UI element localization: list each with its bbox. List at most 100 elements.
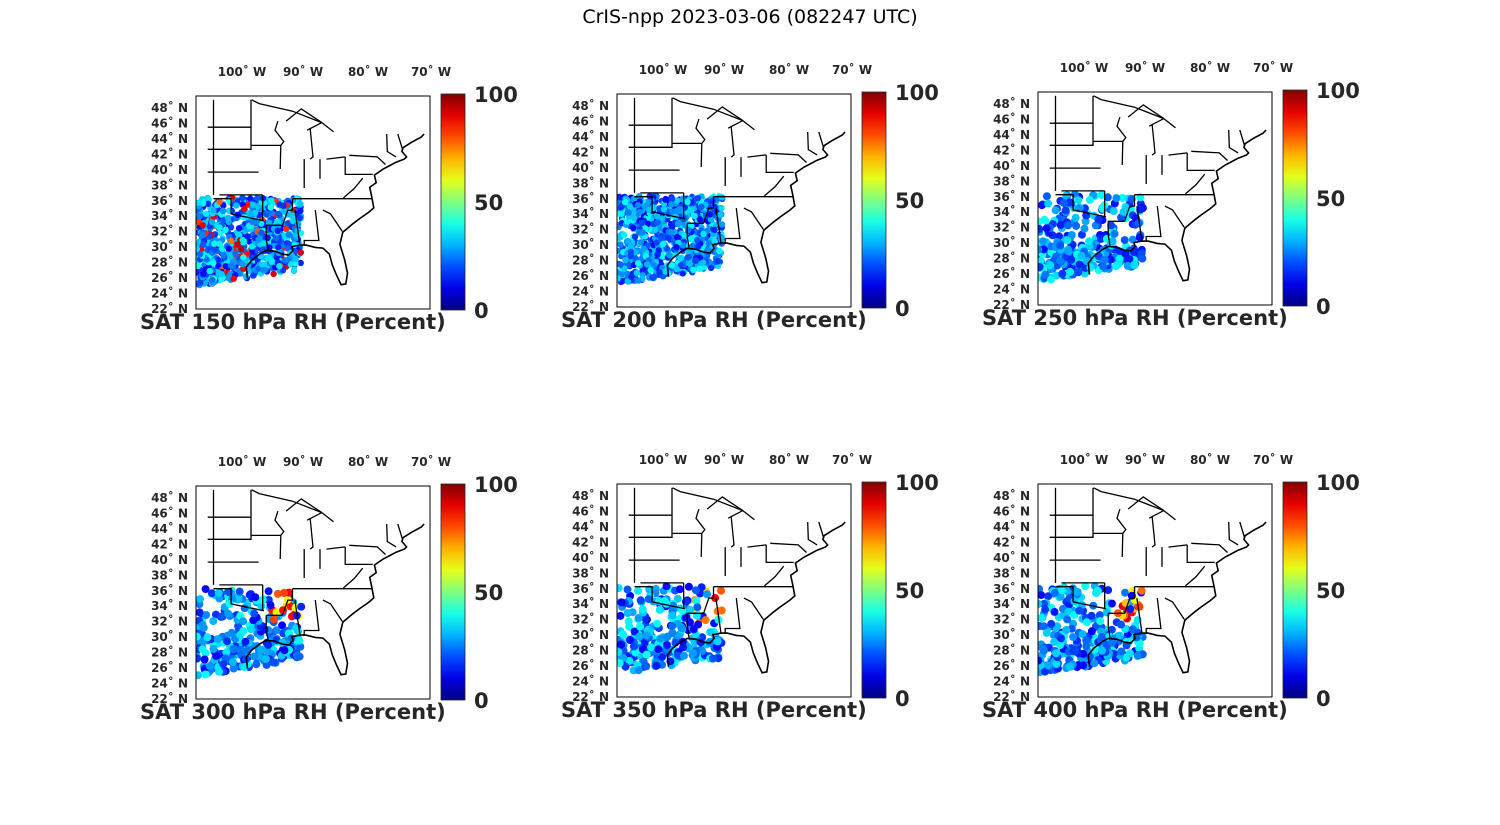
coastline xyxy=(1087,129,1267,282)
coastline xyxy=(666,131,846,284)
map-svg-250: 100˚ W 90˚ W 80˚ W 70˚ W 48˚ N46˚ N44˚ N42˚ … xyxy=(993,60,1360,319)
lon-tick-label: 70˚ W xyxy=(832,62,872,77)
lon-tick-label: 70˚ W xyxy=(411,64,451,79)
lat-tick-label: 34˚ N xyxy=(993,204,1030,219)
lon-tick-label: 90˚ W xyxy=(704,62,744,77)
colorbar-tick-label: 50 xyxy=(895,579,924,603)
lat-tick-label: 30˚ N xyxy=(572,627,609,642)
lat-tick-label: 40˚ N xyxy=(993,550,1030,565)
lat-tick-label: 46˚ N xyxy=(572,114,609,129)
lat-tick-label: 46˚ N xyxy=(993,504,1030,519)
lat-tick-label: 22˚ N xyxy=(572,299,609,314)
lat-tick-label: 42˚ N xyxy=(572,144,609,159)
lon-tick-label: 70˚ W xyxy=(1253,60,1293,75)
lat-tick-label: 48˚ N xyxy=(572,488,609,503)
lat-tick-label: 36˚ N xyxy=(572,581,609,596)
map-svg-300: 100˚ W 90˚ W 80˚ W 70˚ W 48˚ N46˚ N44˚ N42˚ … xyxy=(151,454,518,713)
map-frame xyxy=(195,95,431,310)
lat-tick-label: 38˚ N xyxy=(572,175,609,190)
lat-tick-label: 22˚ N xyxy=(572,689,609,704)
colorbar-tick-label: 100 xyxy=(895,81,939,105)
lon-tick-label: 90˚ W xyxy=(283,64,323,79)
lat-tick-label: 48˚ N xyxy=(151,490,188,505)
map-frame xyxy=(616,483,852,698)
lat-tick-label: 40˚ N xyxy=(151,162,188,177)
lon-tick-label: 70˚ W xyxy=(411,454,451,469)
panel-title: SAT 200 hPa RH (Percent) xyxy=(561,308,867,332)
map-frame xyxy=(1037,483,1273,698)
lon-tick-label: 100˚ W xyxy=(639,452,687,467)
lat-tick-label: 30˚ N xyxy=(993,235,1030,250)
lon-tick-label: 80˚ W xyxy=(348,454,388,469)
lat-tick-label: 28˚ N xyxy=(993,643,1030,658)
lat-tick-label: 22˚ N xyxy=(993,297,1030,312)
lat-tick-label: 32˚ N xyxy=(572,222,609,237)
lat-tick-label: 32˚ N xyxy=(572,612,609,627)
lat-tick-label: 32˚ N xyxy=(993,612,1030,627)
lat-tick-label: 34˚ N xyxy=(151,208,188,223)
lat-tick-label: 24˚ N xyxy=(572,674,609,689)
colorbar-tick-label: 100 xyxy=(1316,79,1360,103)
lat-tick-label: 32˚ N xyxy=(151,224,188,239)
colorbar-tick-label: 50 xyxy=(474,191,503,215)
lat-tick-label: 30˚ N xyxy=(151,239,188,254)
lat-tick-label: 42˚ N xyxy=(572,534,609,549)
lat-tick-label: 44˚ N xyxy=(993,519,1030,534)
lat-tick-label: 42˚ N xyxy=(151,146,188,161)
lon-tick-label: 90˚ W xyxy=(283,454,323,469)
lat-tick-label: 38˚ N xyxy=(993,565,1030,580)
map-frame xyxy=(195,485,431,700)
lon-tick-label: 70˚ W xyxy=(1253,452,1293,467)
lat-tick-label: 30˚ N xyxy=(572,237,609,252)
coastline xyxy=(666,521,846,674)
lon-tick-label: 100˚ W xyxy=(218,454,266,469)
rh-retrieval-points xyxy=(1038,190,1147,284)
lon-tick-label: 100˚ W xyxy=(1060,452,1108,467)
colorbar-tick-label: 0 xyxy=(474,299,489,323)
colorbar-tick-label: 0 xyxy=(1316,295,1331,319)
panel-title: SAT 350 hPa RH (Percent) xyxy=(561,698,867,722)
lat-tick-label: 38˚ N xyxy=(151,177,188,192)
map-svg-150: 100˚ W 90˚ W 80˚ W 70˚ W 48˚ N46˚ N44˚ N42˚ … xyxy=(151,64,518,323)
colorbar-tick-label: 0 xyxy=(1316,687,1331,711)
lat-tick-label: 40˚ N xyxy=(151,552,188,567)
lat-tick-label: 28˚ N xyxy=(151,645,188,660)
lat-tick-label: 36˚ N xyxy=(993,581,1030,596)
map-svg-350: 100˚ W 90˚ W 80˚ W 70˚ W 48˚ N46˚ N44˚ N42˚ … xyxy=(572,452,939,711)
colorbar-tick-label: 50 xyxy=(1316,187,1345,211)
lat-tick-label: 24˚ N xyxy=(151,286,188,301)
rh-retrieval-points xyxy=(196,194,305,289)
colorbar-tick-label: 0 xyxy=(895,687,910,711)
colorbar-tick-label: 100 xyxy=(474,83,518,107)
lat-tick-label: 28˚ N xyxy=(151,255,188,270)
lat-tick-label: 34˚ N xyxy=(572,596,609,611)
lon-tick-label: 80˚ W xyxy=(1190,452,1230,467)
lat-tick-label: 34˚ N xyxy=(151,598,188,613)
map-panel-400: 100˚ W 90˚ W 80˚ W 70˚ W 48˚ N 46˚ N 44˚ N 42˚ … xyxy=(982,448,1452,778)
map-panel-200: 100˚ W 90˚ W 80˚ W 70˚ W 48˚ N 46˚ N 44˚ N 42˚ … xyxy=(561,58,1031,388)
lat-tick-label: 30˚ N xyxy=(151,629,188,644)
lat-tick-label: 26˚ N xyxy=(151,660,188,675)
lat-tick-label: 40˚ N xyxy=(572,160,609,175)
coastline xyxy=(1087,521,1267,674)
colorbar-tick-label: 50 xyxy=(474,581,503,605)
lat-tick-label: 34˚ N xyxy=(993,596,1030,611)
lat-tick-label: 46˚ N xyxy=(993,112,1030,127)
lat-tick-label: 26˚ N xyxy=(993,658,1030,673)
map-area xyxy=(196,99,425,289)
lat-tick-label: 44˚ N xyxy=(151,131,188,146)
lat-tick-label: 28˚ N xyxy=(572,253,609,268)
lat-tick-label: 22˚ N xyxy=(151,691,188,706)
lat-tick-label: 44˚ N xyxy=(993,127,1030,142)
panel-title: SAT 400 hPa RH (Percent) xyxy=(982,698,1288,722)
colorbar-tick-label: 0 xyxy=(895,297,910,321)
lat-tick-label: 48˚ N xyxy=(572,98,609,113)
lat-tick-label: 44˚ N xyxy=(151,521,188,536)
colorbar-tick-label: 0 xyxy=(474,689,489,713)
map-frame xyxy=(1037,91,1273,306)
coastline xyxy=(245,523,425,676)
lat-tick-label: 32˚ N xyxy=(151,614,188,629)
lat-tick-label: 48˚ N xyxy=(993,96,1030,111)
lat-tick-label: 48˚ N xyxy=(151,100,188,115)
lat-tick-label: 26˚ N xyxy=(993,266,1030,281)
